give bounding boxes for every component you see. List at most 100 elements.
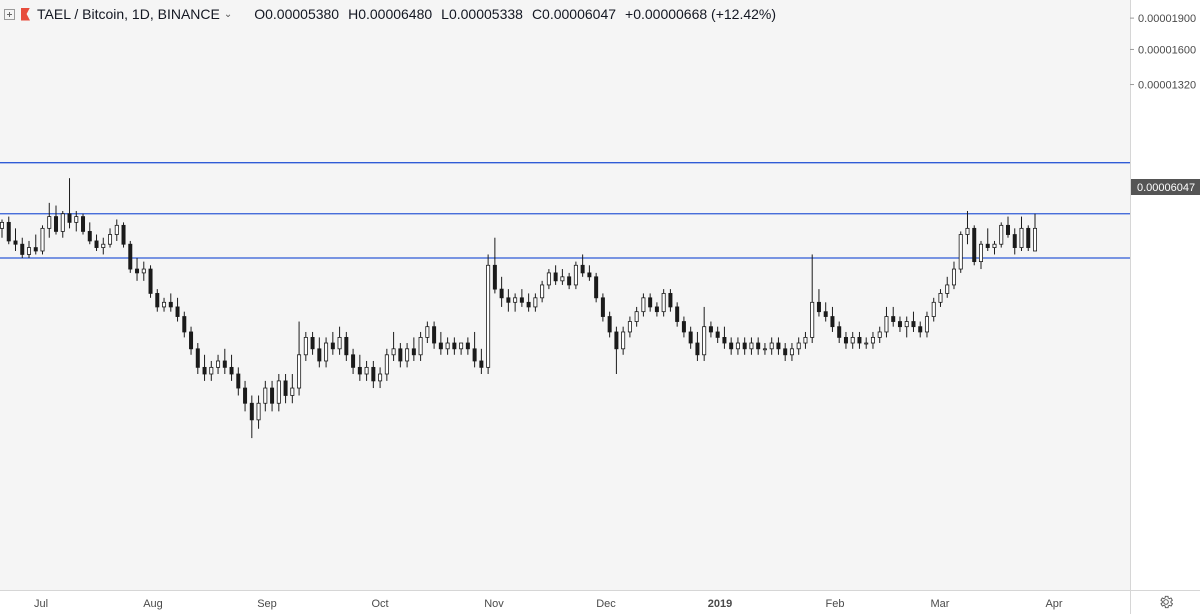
candle-body: [128, 243, 133, 270]
candle: [567, 272, 572, 290]
candle-body: [1012, 234, 1017, 248]
symbol-title[interactable]: TAEL / Bitcoin, 1D, BINANCE: [37, 6, 220, 22]
candle: [222, 348, 227, 375]
candle-body: [297, 354, 302, 389]
candle-body: [621, 331, 626, 350]
candle-body: [290, 387, 295, 396]
candle-body: [47, 216, 52, 229]
candle-body: [641, 297, 646, 313]
candle: [1005, 216, 1010, 238]
candle: [776, 337, 781, 355]
candle-body: [499, 288, 504, 299]
candle-body: [33, 247, 38, 252]
candle-body: [796, 342, 801, 350]
candle: [978, 240, 983, 270]
candle: [864, 337, 869, 349]
gear-icon[interactable]: [1158, 594, 1174, 610]
candle: [668, 289, 673, 312]
candle: [384, 348, 389, 381]
candle: [182, 311, 187, 338]
candle: [789, 343, 794, 361]
candle: [459, 342, 464, 355]
candle: [1033, 213, 1038, 252]
candle-body: [465, 342, 470, 350]
candle: [951, 261, 956, 290]
candle-body: [222, 360, 227, 368]
candle: [945, 276, 950, 298]
candle: [661, 289, 666, 317]
flag-icon[interactable]: [21, 7, 30, 21]
candle: [243, 380, 248, 412]
candle-body: [283, 380, 288, 396]
candle: [256, 395, 261, 429]
candle-body: [236, 373, 241, 389]
candle-body: [108, 234, 113, 245]
candle-body: [978, 243, 983, 263]
candle-body: [965, 227, 970, 235]
candle: [850, 331, 855, 349]
candle-body: [459, 342, 464, 350]
candle: [715, 326, 720, 344]
candle-body: [958, 234, 963, 270]
candle-body: [992, 243, 997, 248]
candle-body: [695, 342, 700, 356]
candle: [270, 380, 275, 412]
candle: [540, 280, 545, 303]
time-axis[interactable]: [0, 590, 1130, 614]
candle-body: [951, 268, 956, 286]
candle-body: [573, 264, 578, 286]
candle-body: [776, 342, 781, 350]
candle-body: [607, 316, 612, 333]
candle: [351, 348, 356, 375]
candle-body: [40, 227, 45, 252]
candle: [148, 265, 153, 298]
candle-body: [357, 366, 362, 375]
candle: [513, 293, 518, 312]
candle: [6, 216, 11, 245]
candle: [823, 302, 828, 322]
candle: [378, 367, 383, 389]
candle-body: [884, 316, 889, 333]
candle-body: [74, 216, 79, 223]
candle: [364, 360, 369, 381]
candle: [337, 326, 342, 355]
collapse-legend-icon[interactable]: [4, 8, 15, 20]
candle-body: [985, 243, 990, 248]
price-axis[interactable]: [1130, 0, 1200, 590]
candle-body: [87, 231, 92, 242]
candle: [216, 354, 221, 375]
candle-body: [506, 297, 511, 303]
candle: [931, 297, 936, 322]
candle-body: [533, 297, 538, 308]
candle-body: [479, 360, 484, 368]
candle: [972, 225, 977, 266]
candle-body: [263, 387, 268, 404]
candle: [425, 321, 430, 344]
candle: [33, 234, 38, 255]
candle: [992, 240, 997, 255]
candle-body: [972, 227, 977, 263]
candle-body: [195, 348, 200, 368]
candle: [155, 289, 160, 312]
candle-body: [202, 366, 207, 375]
candle: [803, 331, 808, 349]
chevron-down-icon[interactable]: ⌄: [223, 8, 233, 20]
candle-body: [317, 348, 322, 362]
candle: [580, 254, 585, 277]
candle: [398, 343, 403, 368]
candle-body: [81, 216, 86, 232]
candle: [479, 348, 484, 375]
candle-body: [756, 342, 761, 350]
candle: [837, 321, 842, 344]
candle: [634, 306, 639, 327]
candle-body: [924, 316, 929, 333]
candle-body: [810, 301, 815, 338]
candle: [209, 360, 214, 381]
candle-body: [310, 337, 315, 350]
candle-body: [168, 301, 173, 308]
candle-body: [391, 348, 396, 356]
candle-body: [135, 268, 140, 274]
candle: [114, 219, 119, 241]
candle-body: [6, 221, 11, 242]
candle-body: [452, 342, 457, 350]
